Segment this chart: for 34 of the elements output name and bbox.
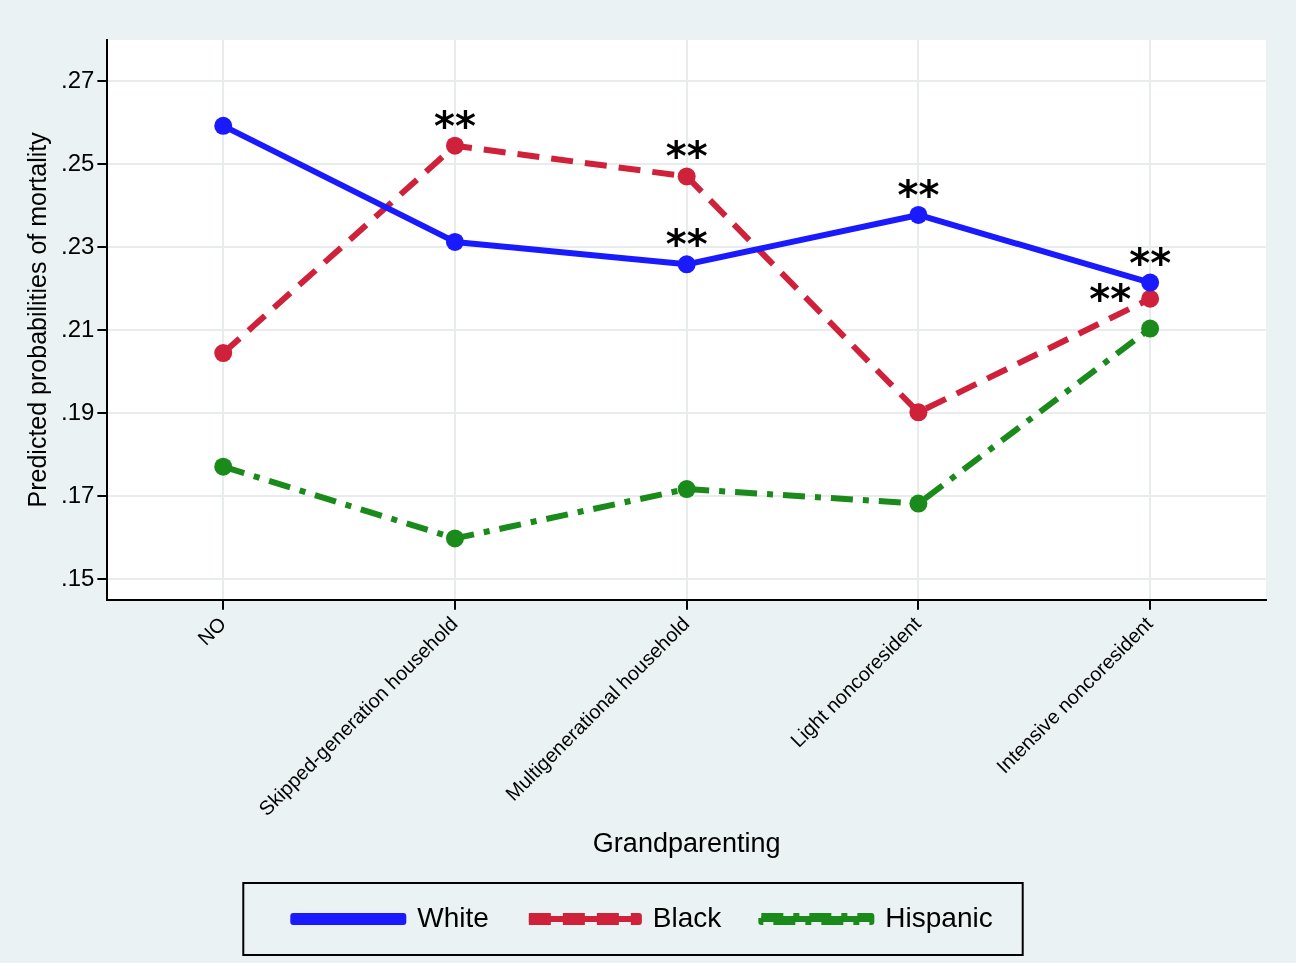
annotation: ** (897, 171, 940, 218)
point (445, 232, 464, 251)
point (214, 457, 233, 476)
point (1141, 289, 1160, 308)
y-tick-label: .25 (60, 149, 95, 177)
point (1141, 319, 1160, 338)
legend-label: Hispanic (885, 901, 993, 933)
legend-label: Black (652, 901, 723, 933)
annotation: ** (434, 102, 476, 149)
annotation: ** (1089, 275, 1132, 322)
point (909, 403, 928, 422)
y-tick-label: .15 (60, 563, 95, 591)
annotation: ** (665, 221, 708, 268)
point (909, 205, 928, 224)
point (677, 255, 696, 274)
y-axis-title: Predicted probabilities of mortality (22, 131, 51, 508)
y-tick-label: .17 (60, 480, 95, 508)
point (677, 167, 696, 186)
y-tick-label: .23 (60, 231, 95, 259)
legend-label: White (417, 901, 489, 933)
point (909, 494, 928, 513)
point (214, 344, 233, 363)
x-axis-title: Grandparenting (592, 828, 781, 859)
point (445, 529, 464, 548)
y-tick-label: .19 (60, 397, 95, 425)
point (214, 116, 233, 135)
annotation: ** (665, 133, 708, 180)
y-tick-label: .27 (60, 66, 95, 94)
point (677, 480, 696, 499)
point (445, 136, 464, 155)
y-tick-label: .21 (60, 314, 95, 342)
x-tick-label: NO (193, 612, 230, 650)
point (1141, 273, 1160, 292)
annotation: ** (1129, 239, 1172, 286)
